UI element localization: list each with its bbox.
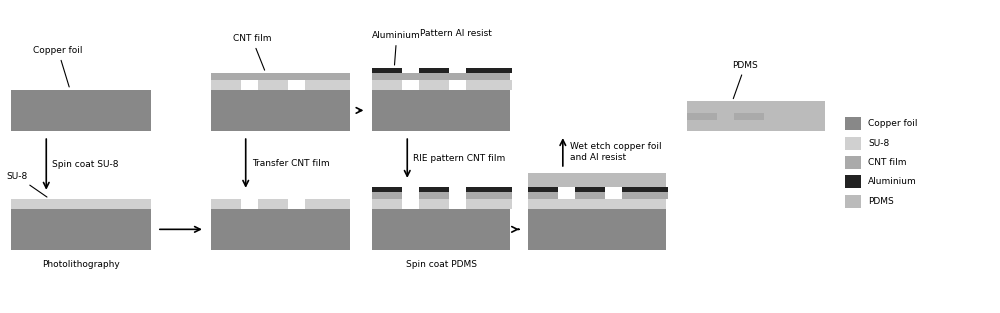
- Bar: [528, 173, 666, 187]
- Bar: [402, 68, 419, 73]
- Bar: [211, 199, 241, 208]
- Bar: [372, 208, 510, 250]
- Bar: [466, 68, 512, 73]
- Text: PDMS: PDMS: [732, 60, 758, 99]
- Bar: [11, 199, 151, 208]
- Bar: [288, 80, 305, 90]
- Text: SU-8: SU-8: [6, 172, 47, 197]
- Bar: [372, 192, 402, 199]
- Bar: [734, 113, 764, 120]
- Bar: [372, 199, 402, 208]
- Bar: [528, 208, 666, 250]
- Bar: [11, 90, 151, 131]
- Bar: [845, 156, 861, 169]
- Bar: [211, 90, 350, 131]
- Bar: [419, 187, 449, 192]
- Bar: [466, 187, 512, 192]
- Bar: [575, 187, 605, 192]
- Bar: [528, 199, 666, 208]
- Bar: [449, 68, 466, 73]
- Text: PDMS: PDMS: [868, 197, 894, 206]
- Bar: [622, 192, 668, 199]
- Bar: [845, 195, 861, 208]
- Bar: [528, 192, 558, 199]
- Bar: [372, 90, 510, 131]
- Bar: [466, 80, 512, 90]
- Text: CNT film: CNT film: [233, 34, 271, 70]
- Bar: [211, 208, 350, 250]
- Bar: [528, 187, 558, 192]
- Text: Spin coat SU-8: Spin coat SU-8: [52, 160, 119, 169]
- Text: Wet etch copper foil
and Al resist: Wet etch copper foil and Al resist: [570, 142, 661, 162]
- Bar: [258, 199, 288, 208]
- Bar: [305, 80, 350, 90]
- Bar: [372, 68, 402, 73]
- Text: RIE pattern CNT film: RIE pattern CNT film: [413, 154, 505, 163]
- Text: Spin coat PDMS: Spin coat PDMS: [406, 260, 477, 269]
- Bar: [687, 101, 825, 131]
- Bar: [258, 80, 288, 90]
- Bar: [372, 80, 402, 90]
- Bar: [211, 73, 350, 80]
- Text: Copper foil: Copper foil: [33, 46, 83, 87]
- Bar: [466, 192, 512, 199]
- Text: Transfer CNT film: Transfer CNT film: [252, 159, 329, 168]
- Bar: [419, 80, 449, 90]
- Bar: [211, 80, 241, 90]
- Bar: [449, 80, 466, 90]
- Bar: [622, 187, 668, 192]
- Bar: [845, 175, 861, 188]
- Text: Copper foil: Copper foil: [868, 119, 917, 128]
- Bar: [305, 199, 350, 208]
- Text: Aluminium: Aluminium: [372, 31, 421, 65]
- Bar: [402, 187, 419, 208]
- Text: SU-8: SU-8: [868, 139, 889, 148]
- Text: CNT film: CNT film: [868, 158, 906, 167]
- Bar: [845, 137, 861, 150]
- Bar: [687, 113, 717, 120]
- Bar: [449, 187, 466, 208]
- Bar: [372, 187, 402, 192]
- Bar: [419, 68, 449, 73]
- Bar: [372, 73, 510, 80]
- Bar: [575, 192, 605, 199]
- Bar: [466, 199, 512, 208]
- Text: Photolithography: Photolithography: [42, 260, 120, 269]
- Bar: [419, 192, 449, 199]
- Bar: [845, 117, 861, 130]
- Bar: [241, 80, 258, 90]
- Bar: [11, 208, 151, 250]
- Text: Pattern Al resist: Pattern Al resist: [420, 29, 492, 38]
- Bar: [419, 199, 449, 208]
- Text: Aluminium: Aluminium: [868, 177, 917, 186]
- Bar: [402, 80, 419, 90]
